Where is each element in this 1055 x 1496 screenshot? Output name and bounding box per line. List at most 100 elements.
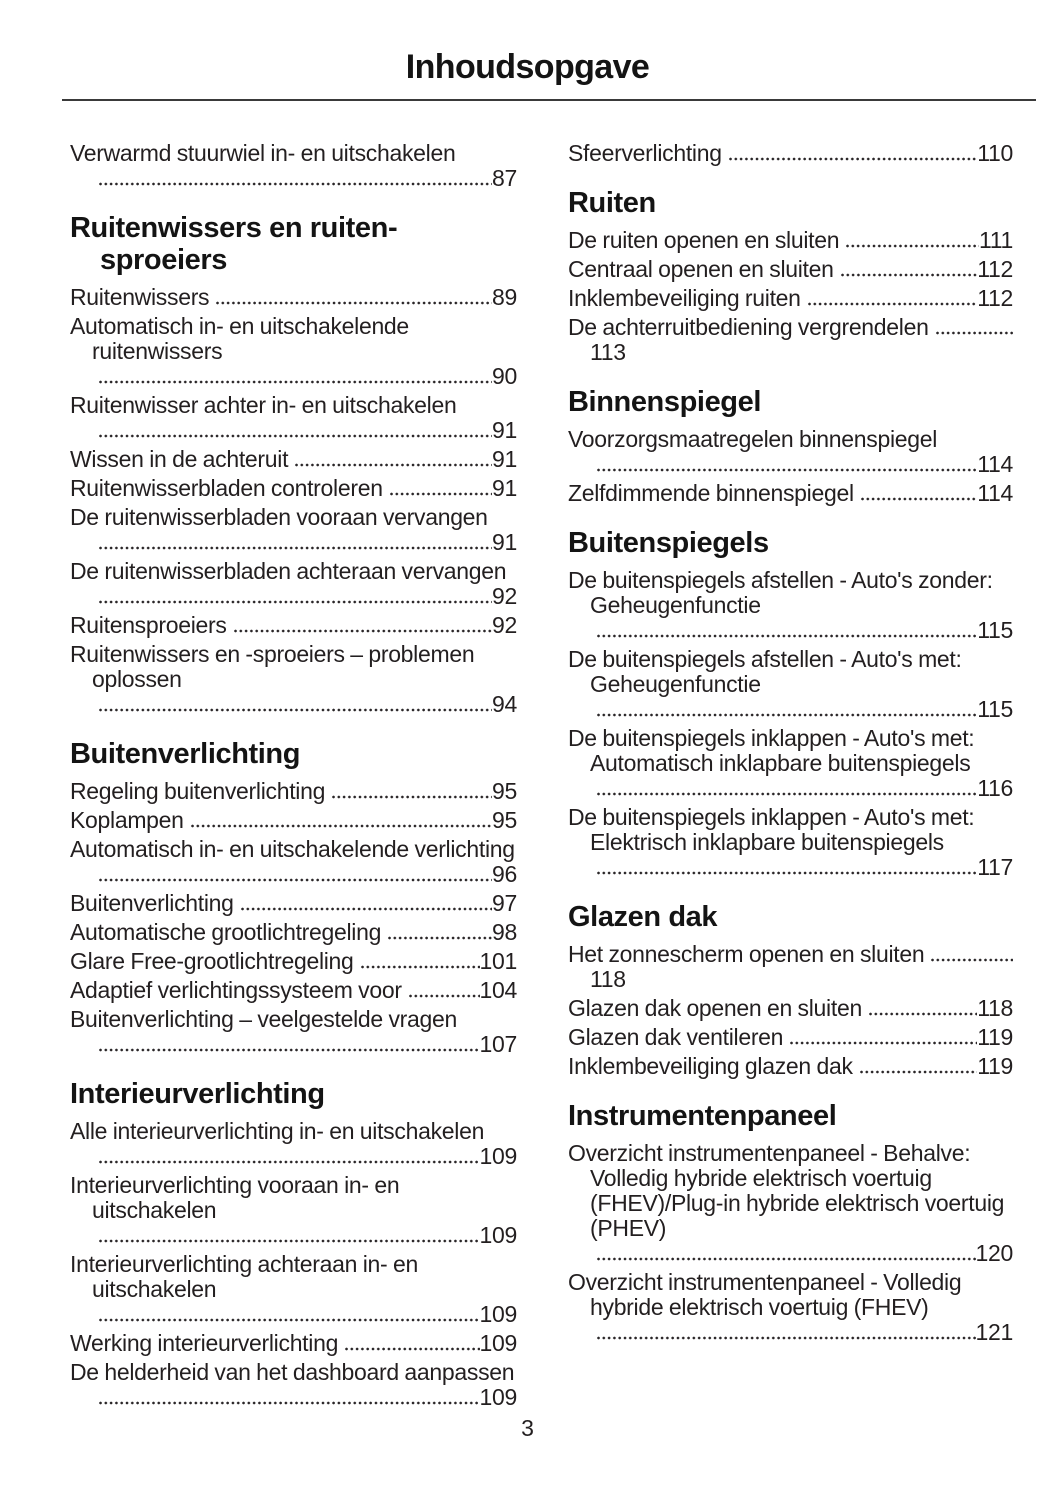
dotted-leader [99, 878, 493, 882]
toc-entry: De ruiten openen en sluiten 111 [568, 228, 1013, 253]
toc-entry: De buitenspiegels afstellen - Auto's met… [568, 647, 1013, 722]
entry-title: Koplampen [70, 807, 184, 833]
page-number: 3 [521, 1415, 534, 1441]
entry-page-number: 91 [492, 475, 517, 501]
entry-page-number: 95 [492, 807, 517, 833]
toc-section: Sfeerverlichting 110 [568, 141, 1013, 166]
toc-entry: Zelfdimmende binnenspiegel 114 [568, 481, 1013, 506]
entry-title: Automatische grootlichtregeling [70, 919, 382, 945]
dotted-leader [931, 958, 1013, 962]
toc-section: Ruiten De ruiten openen en sluiten 111 Cent… [568, 187, 1013, 365]
entry-page-number: 119 [977, 1053, 1013, 1079]
entry-title: Glazen dak openen en sluiten [568, 995, 862, 1021]
entry-title: De buitenspiegels afstellen - Auto's zon… [568, 567, 993, 618]
entry-page-number: 89 [492, 284, 517, 310]
dotted-leader [597, 871, 978, 875]
dotted-leader [99, 1239, 480, 1243]
entry-page-number: 87 [492, 165, 517, 191]
entry-title: De achterruitbediening vergrendelen [568, 314, 929, 340]
toc-section: Glazen dak Het zonnescherm openen en slui… [568, 901, 1013, 1079]
entry-page-number: 98 [492, 919, 517, 945]
entry-title: Wissen in de achteruit [70, 446, 289, 472]
dotted-leader [859, 1070, 978, 1074]
toc-entry: Inklembeveiliging glazen dak 119 [568, 1054, 1013, 1079]
dotted-leader [99, 1318, 480, 1322]
dotted-leader [99, 708, 493, 712]
dotted-leader [846, 244, 979, 248]
dotted-leader [807, 302, 978, 306]
entry-title: De ruitenwisserbladen vooraan vervangen [70, 504, 488, 530]
entry-page-number: 107 [479, 1031, 518, 1057]
header-divider [62, 99, 1036, 101]
dotted-leader [860, 497, 978, 501]
toc-entry: Glazen dak ventileren 119 [568, 1025, 1013, 1050]
entry-page-number: 121 [975, 1319, 1014, 1345]
toc-section: Ruitenwissers en ruiten-sproeiers Ruitenw… [70, 212, 517, 717]
dotted-leader [597, 1336, 976, 1340]
entry-page-number: 110 [977, 140, 1013, 166]
entry-title: Het zonnescherm openen en sluiten [568, 941, 925, 967]
entry-page-number: 116 [977, 775, 1013, 801]
dotted-leader [597, 468, 978, 472]
entry-page-number: 115 [977, 696, 1013, 722]
dotted-leader [597, 792, 978, 796]
dotted-leader [332, 795, 493, 799]
entry-page-number: 91 [492, 446, 517, 472]
toc-entry: Buitenverlichting 97 [70, 891, 517, 916]
toc-entry: Ruitenwisserbladen controleren 91 [70, 476, 517, 501]
toc-entry: Voorzorgsmaatregelen binnenspiegel 114 [568, 427, 1013, 477]
dotted-leader [99, 1160, 480, 1164]
entry-title: Automatisch in- en uitschakelende ruiten… [70, 313, 409, 364]
toc-entry: Wissen in de achteruit 91 [70, 447, 517, 472]
entry-page-number: 109 [479, 1222, 518, 1248]
entry-title: De buitenspiegels afstellen - Auto's met… [568, 646, 962, 697]
entry-page-number: 92 [492, 583, 517, 609]
dotted-leader [233, 629, 493, 633]
dotted-leader [840, 273, 978, 277]
entry-page-number: 90 [492, 363, 517, 389]
dotted-leader [597, 634, 978, 638]
entry-title: Overzicht instrumentenpaneel - Behalve: … [568, 1140, 1005, 1241]
toc-entry: Regeling buitenverlichting 95 [70, 779, 517, 804]
entry-title: Overzicht instrumentenpaneel - Volledig … [568, 1269, 962, 1320]
toc-entry: Het zonnescherm openen en sluiten 118 [568, 942, 1013, 992]
manual-toc-page: Inhoudsopgave Verwarmd stuurwiel in- en … [0, 48, 1055, 1441]
entry-title: De buitenspiegels inklappen - Auto's met… [568, 725, 975, 776]
entry-page-number: 91 [492, 529, 517, 555]
entry-page-number: 120 [975, 1240, 1014, 1266]
dotted-leader [408, 994, 480, 998]
dotted-leader [388, 936, 493, 940]
entry-page-number: 114 [977, 480, 1013, 506]
entry-title: De ruitenwisserbladen achteraan vervange… [70, 558, 507, 584]
entry-title: Zelfdimmende binnenspiegel [568, 480, 854, 506]
toc-entry: De ruitenwisserbladen achteraan vervange… [70, 559, 517, 609]
entry-page-number: 109 [479, 1301, 518, 1327]
entry-page-number: 91 [492, 417, 517, 443]
toc-entry: Automatisch in- en uitschakelende ruiten… [70, 314, 517, 389]
dotted-leader [345, 1347, 480, 1351]
dotted-leader [597, 713, 978, 717]
entry-page-number: 95 [492, 778, 517, 804]
section-heading: Ruiten [568, 187, 656, 219]
entry-title: De helderheid van het dashboard aanpasse… [70, 1359, 515, 1385]
dotted-leader [360, 965, 480, 969]
toc-entry: De ruitenwisserbladen vooraan vervangen 9… [70, 505, 517, 555]
entry-page-number: 118 [977, 995, 1013, 1021]
entry-title: Voorzorgsmaatregelen binnenspiegel [568, 426, 938, 452]
toc-section: Interieurverlichting Alle interieurverlic… [70, 1078, 517, 1410]
entry-page-number: 104 [479, 977, 518, 1003]
entry-title: Automatisch in- en uitschakelende verlic… [70, 836, 515, 862]
toc-entry: Overzicht instrumentenpaneel - Behalve: … [568, 1141, 1013, 1266]
toc-entry: Automatisch in- en uitschakelende verlic… [70, 837, 517, 887]
dotted-leader [935, 331, 1013, 335]
toc-entry: Ruitenwisser achter in- en uitschakelen 9… [70, 393, 517, 443]
toc-entry: Adaptief verlichtingssysteem voor 104 [70, 978, 517, 1003]
dotted-leader [99, 600, 493, 604]
toc-columns: Verwarmd stuurwiel in- en uitschakelen 87… [70, 141, 1055, 1414]
entry-page-number: 117 [977, 854, 1013, 880]
entry-page-number: 118 [590, 966, 626, 992]
entry-page-number: 112 [977, 285, 1013, 311]
toc-entry: De helderheid van het dashboard aanpasse… [70, 1360, 517, 1410]
toc-entry: Centraal openen en sluiten 112 [568, 257, 1013, 282]
toc-entry: Alle interieurverlichting in- en uitscha… [70, 1119, 517, 1169]
